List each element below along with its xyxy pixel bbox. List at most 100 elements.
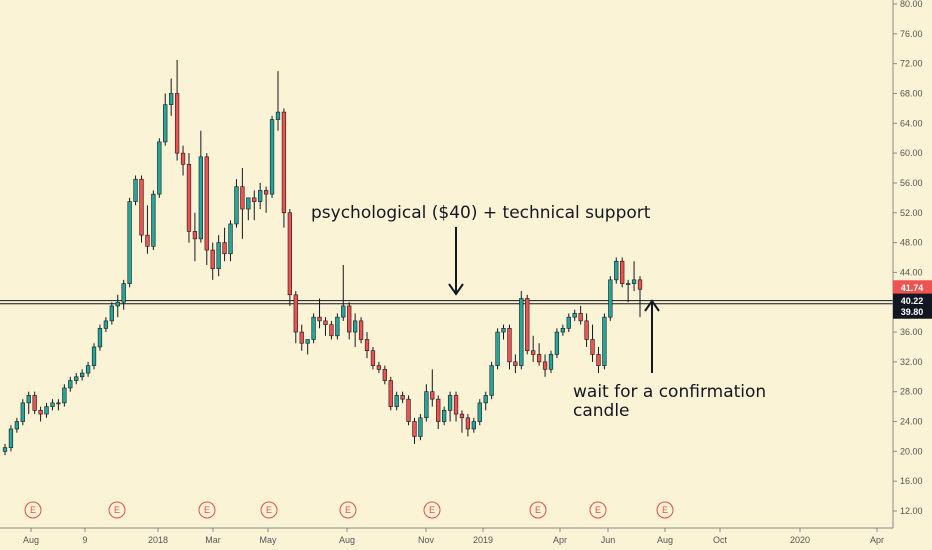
candle (62, 384, 67, 407)
x-tick-label: Apr (870, 535, 884, 545)
candle-body (483, 395, 488, 404)
candle (364, 332, 370, 359)
candle (258, 182, 263, 210)
earnings-circle (656, 501, 674, 519)
candle (139, 175, 144, 243)
x-tick-label: 2019 (473, 535, 493, 545)
candle (430, 369, 435, 407)
earnings-marker[interactable]: E (24, 501, 42, 519)
y-tick-label: 24.00 (900, 417, 923, 427)
candle (252, 190, 257, 221)
candle-body (495, 331, 500, 366)
candle (50, 399, 55, 411)
candle (447, 391, 453, 422)
price-axis[interactable]: 80.00 76.00 72.00 68.00 64.00 60.00 56.00 52.00… (893, 0, 923, 516)
candles (2, 59, 643, 456)
candle (293, 291, 298, 344)
earnings-circle (198, 501, 216, 519)
candle-body (139, 178, 144, 236)
price-label-text: 39.80 (901, 307, 924, 317)
candle-body (204, 156, 209, 251)
candle-body (275, 111, 281, 120)
earnings-marker[interactable]: E (656, 501, 674, 519)
candle-body (85, 365, 91, 374)
candle (198, 130, 203, 243)
candle-body (121, 283, 126, 303)
earnings-marker[interactable]: E (108, 501, 126, 519)
candle-body (50, 402, 55, 407)
x-tick-label: Jun (601, 535, 616, 545)
candle (228, 220, 233, 262)
candle (442, 406, 447, 426)
candle (560, 324, 565, 336)
candle (382, 365, 387, 385)
candle-body (459, 413, 465, 419)
candle (507, 324, 512, 370)
candle-body (169, 93, 174, 105)
earnings-marker[interactable]: E (529, 501, 547, 519)
candle (80, 369, 85, 381)
candle (192, 212, 198, 262)
candle (513, 354, 518, 374)
earnings-letter: E (30, 505, 36, 515)
candle (109, 302, 114, 325)
candle (459, 410, 465, 433)
candle (614, 257, 619, 284)
candle-body (269, 119, 275, 195)
candle (38, 406, 43, 422)
candle (281, 108, 287, 228)
candle (394, 391, 399, 411)
candle-body (192, 231, 198, 240)
candle (163, 93, 168, 146)
time-axis[interactable]: Aug 9 2018 Mar May Aug Nov 2019 Apr Jun Aug Oct 2020… (23, 528, 884, 545)
earnings-marker[interactable]: E (339, 501, 357, 519)
candle-body (608, 279, 613, 318)
candle (400, 391, 405, 403)
candle-body (347, 305, 352, 333)
earnings-letter: E (204, 505, 210, 515)
earnings-letter: E (535, 505, 541, 515)
candle-body (2, 447, 8, 452)
candle-body (424, 391, 429, 419)
annotation-support: psychological ($40) + technical support (311, 203, 651, 223)
candle-body (127, 201, 132, 284)
earnings-letter: E (345, 505, 351, 515)
earnings-marker[interactable]: E (423, 501, 441, 519)
candle-body (625, 283, 631, 285)
candle-body (240, 186, 245, 210)
candle-body (74, 376, 79, 381)
candle (56, 399, 61, 411)
candle-body (145, 234, 150, 247)
x-tick-label: Nov (418, 535, 435, 545)
candle (121, 279, 126, 310)
arrow-down-icon (448, 283, 464, 296)
candle-body (525, 298, 530, 351)
candle-body (335, 316, 340, 337)
earnings-circle (108, 501, 126, 519)
candle (376, 361, 382, 374)
candle-body (584, 320, 589, 340)
price-label: 39.80 (893, 304, 932, 319)
candle (608, 276, 613, 321)
candle (625, 279, 631, 303)
candle (263, 186, 269, 213)
x-tick-label: May (259, 535, 277, 545)
earnings-marker[interactable]: E (589, 501, 607, 519)
candle-body (133, 178, 138, 202)
candle (436, 395, 441, 429)
candle (347, 302, 352, 340)
candle (596, 346, 601, 374)
candle-body (531, 350, 536, 355)
candle-body (186, 164, 192, 232)
candle (536, 343, 542, 366)
earnings-marker[interactable]: E (260, 501, 278, 519)
candle-body (97, 328, 103, 348)
earnings-marker[interactable]: E (198, 501, 216, 519)
x-tick-label: 2018 (148, 535, 168, 545)
candle (216, 235, 221, 277)
candle (572, 309, 577, 321)
candle (85, 361, 91, 377)
candle (388, 376, 393, 411)
